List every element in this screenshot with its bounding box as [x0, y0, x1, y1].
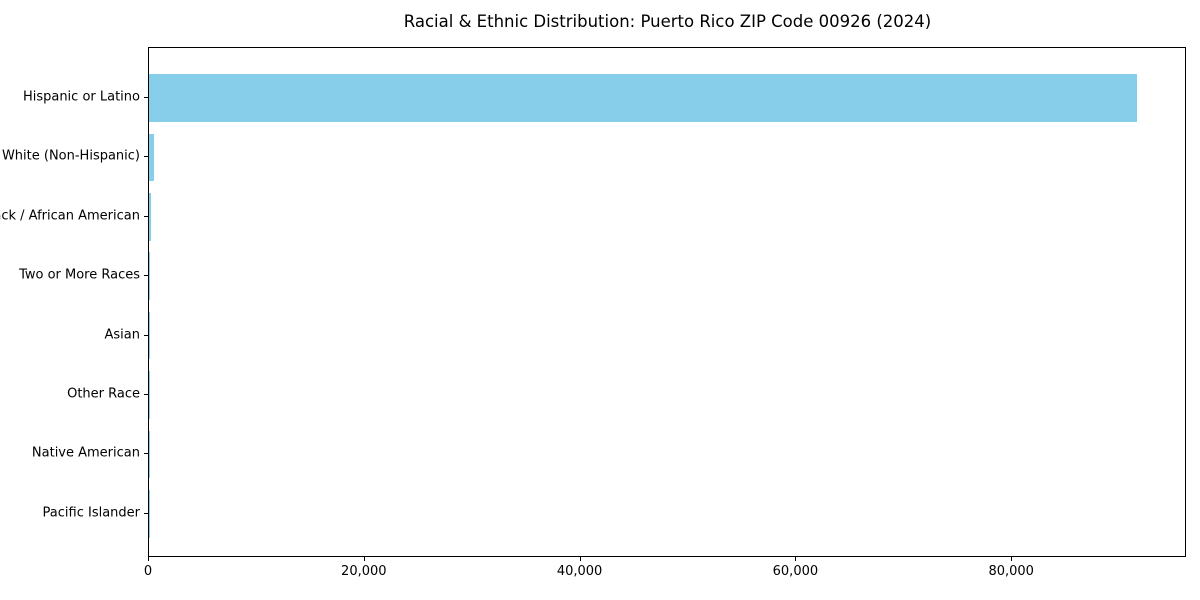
x-tick-label: 60,000 — [772, 564, 819, 579]
y-tick-label: Native American — [31, 445, 140, 461]
y-tick-label: Two or More Races — [19, 267, 140, 283]
y-tick-mark — [144, 512, 148, 514]
x-tick-label: 40,000 — [556, 564, 603, 579]
x-tick-label: 20,000 — [341, 564, 387, 579]
y-tick-mark — [144, 156, 148, 158]
plot-area — [148, 47, 1186, 557]
y-tick-label: Asian — [104, 327, 140, 343]
x-tick-label: 0 — [143, 564, 153, 579]
y-tick-mark — [144, 334, 148, 336]
bar — [149, 193, 151, 241]
y-tick-mark — [144, 275, 148, 277]
y-tick-mark — [144, 97, 148, 98]
y-tick-label: White (Non-Hispanic) — [1, 148, 140, 164]
x-tick-mark — [363, 557, 365, 561]
y-tick-label: Hispanic or Latino — [22, 89, 140, 105]
x-tick-mark — [148, 557, 149, 561]
y-tick-label: Black / African American — [0, 208, 140, 224]
y-tick-mark — [144, 394, 148, 395]
bar — [149, 371, 150, 419]
x-tick-mark — [1011, 557, 1013, 561]
bar — [149, 74, 1138, 122]
chart-title: Racial & Ethnic Distribution: Puerto Ric… — [403, 12, 932, 31]
y-tick-label: Pacific Islander — [42, 505, 140, 521]
y-tick-mark — [144, 215, 148, 217]
bar — [149, 252, 150, 300]
x-tick-mark — [579, 557, 581, 561]
x-tick-mark — [795, 557, 797, 561]
x-tick-label: 80,000 — [988, 564, 1034, 579]
bar — [149, 311, 150, 360]
y-tick-label: Other Race — [67, 386, 140, 402]
bar — [149, 133, 154, 182]
y-tick-mark — [144, 453, 148, 455]
